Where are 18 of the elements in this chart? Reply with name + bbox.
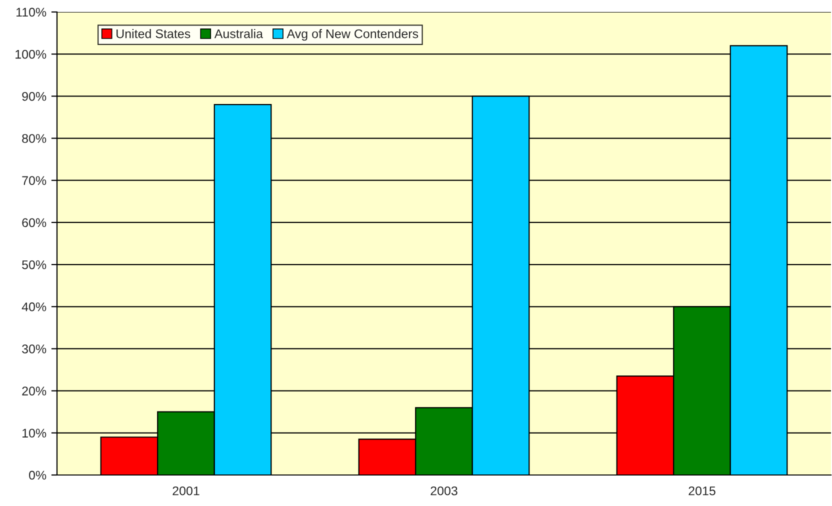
y-tick-label: 30% [22, 344, 46, 354]
x-tick-label: 2015 [688, 486, 716, 496]
y-tick-label: 100% [16, 50, 46, 59]
y-tick-label: 50% [22, 260, 46, 270]
y-tick-label: 70% [22, 176, 46, 186]
y-tick-label: 20% [22, 386, 46, 396]
y-tick-label: 40% [22, 302, 46, 312]
y-tick-label: 10% [22, 428, 46, 438]
y-tick-label: 0% [29, 470, 46, 480]
legend-label: Australia [214, 29, 263, 38]
legend-label: United States [116, 29, 190, 38]
y-tick-label: 60% [22, 218, 46, 228]
y-tick-label: 90% [22, 92, 46, 101]
legend-label: Avg of New Contenders [286, 29, 418, 41]
y-tick-label: 110% [16, 8, 46, 17]
x-tick-label: 2001 [172, 486, 200, 496]
x-tick-label: 2003 [430, 486, 458, 496]
y-tick-label: 80% [22, 134, 46, 143]
